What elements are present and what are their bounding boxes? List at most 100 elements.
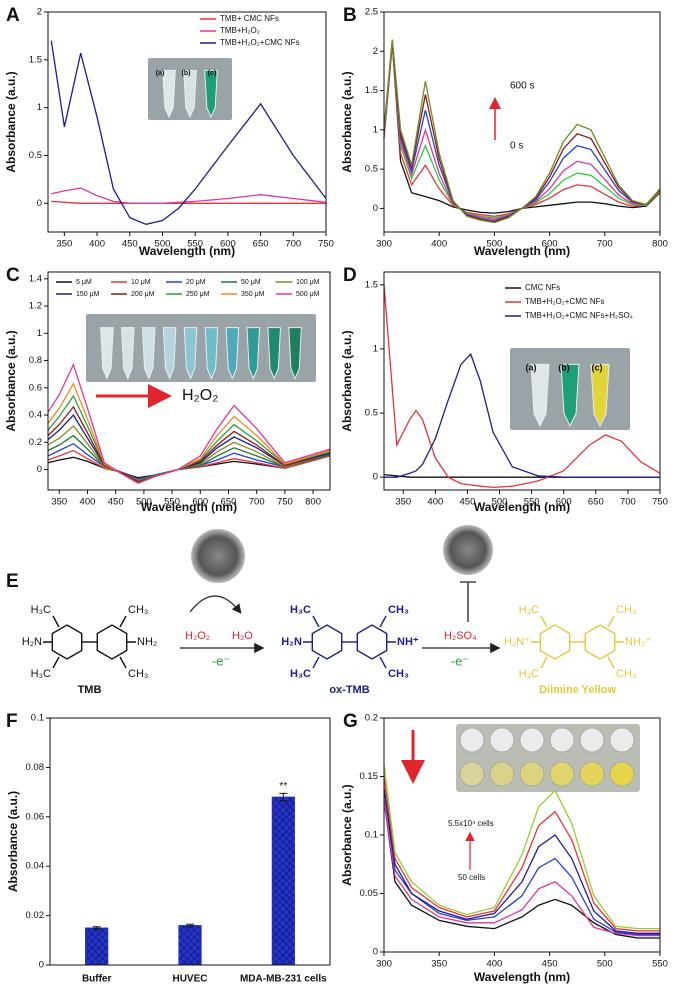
y-tick-label: 0 [37,198,42,209]
legend-label: CMC NFs [525,283,560,292]
inset-label: (c) [592,362,603,372]
x-tick-label: 600 [542,239,558,250]
panel-label: B [343,5,357,26]
panel-label: D [343,265,357,286]
x-tick-label: 350 [56,239,72,250]
series-line [47,434,331,482]
atom-label: H₂N [281,636,302,648]
well [549,727,575,753]
well [579,761,605,787]
y-tick-label: 1.5 [29,54,42,65]
atom-label: H₂N⁺ [504,636,530,648]
y-tick-label: 0.5 [29,150,42,161]
x-tick-label: 600 [192,497,208,508]
x-tick-label: 750 [318,239,334,250]
legend-label: 250 μM [186,291,210,298]
y-tick-label: 0.05 [360,888,379,899]
legend-label: TMB+H₂O₂+CMC NFs+H₂SO₄ [525,311,633,320]
tube [204,69,218,119]
error-bar [92,926,101,930]
y-axis-title: Absorbance (a.u.) [4,71,18,172]
y-tick-label: 2 [373,46,378,57]
well [609,761,635,787]
molecule-name: ox-TMB [329,684,369,696]
series-line [383,41,661,221]
bar [178,925,202,966]
x-tick-label: 300 [376,239,392,250]
annotation: 50 cells [458,873,485,882]
x-axis-title: Wavelength (nm) [141,500,237,514]
y-tick-label: 1.4 [29,273,42,284]
x-tick-label: 700 [620,497,636,508]
legend-label: 50 μM [241,279,261,286]
inset-label: (a) [526,362,537,372]
arrow [189,595,242,614]
well [609,727,635,753]
electron: -e⁻ [212,653,230,668]
tube [267,327,281,380]
legend-label: 500 μM [296,291,320,298]
legend-label: 10 μM [131,279,151,286]
x-tick-label: 800 [305,497,321,508]
y-tick-label: 0.8 [29,355,42,366]
reagent: H₂SO₄ [444,630,477,642]
x-tick-label: 550 [524,497,540,508]
atom-label: H₃C [519,604,539,616]
x-tick-label: 450 [108,497,124,508]
series-line [383,764,660,930]
atom-label: H₃C [31,604,51,616]
x-tick-label: 450 [122,239,138,250]
atom-label: CH₃ [128,668,148,680]
y-tick-label: 0.04 [26,861,45,872]
annotation: 5.5x10⁴ cells [448,819,494,828]
x-tick-label: 600 [556,497,572,508]
ring [51,624,83,660]
x-tick-label: 400 [431,239,447,250]
y-axis-title: Absorbance (a.u.) [340,71,354,172]
x-tick-label: 400 [427,497,443,508]
y-tick-label: 2 [37,7,42,18]
tube [100,327,114,380]
x-tick-label: 350 [431,959,447,970]
inhibit [460,581,476,622]
molecule-name: Diimine Yellow [539,684,616,696]
tube [162,69,176,119]
y-tick-label: 2.5 [365,7,378,18]
x-tick-label: 450 [460,497,476,508]
x-tick-label: 650 [253,239,269,250]
y-tick-label: 0.4 [29,410,42,421]
atom-label: H₂N [22,636,42,648]
series-line [384,352,660,478]
x-tick-label: 600 [220,239,236,250]
y-tick-label: 0.15 [360,771,379,782]
annotation: 0 s [510,141,523,152]
x-tick-label: 400 [80,497,96,508]
atom-label: H₃C [290,604,311,616]
error-bar [279,792,288,802]
well [459,727,485,753]
y-tick-label: 0 [373,203,378,214]
y-tick-label: 1 [373,124,378,135]
x-tick-label: 500 [492,497,508,508]
panel-label: G [343,711,358,732]
tube [183,327,198,380]
x-tick-label: 500 [597,959,613,970]
y-tick-label: 0.1 [31,713,44,724]
molecule-name: TMB [78,684,102,696]
y-tick-label: 0.02 [26,910,45,921]
panel-label: C [6,265,20,286]
atom-label: NH⁺ [397,636,419,648]
error-bar [186,923,194,928]
x-tick-label: 650 [588,497,604,508]
legend-label: TMB+H₂O₂ [220,26,260,35]
y-tick-label: 1.5 [365,279,378,290]
legend-label: TMB+H₂O₂+CMC NFs [525,297,605,306]
ring [584,624,616,660]
series-line [47,425,331,482]
y-tick-label: 1.5 [365,85,378,96]
series-line [47,362,331,484]
legend-label: 5 μM [76,279,92,286]
plot-frame [383,717,661,953]
